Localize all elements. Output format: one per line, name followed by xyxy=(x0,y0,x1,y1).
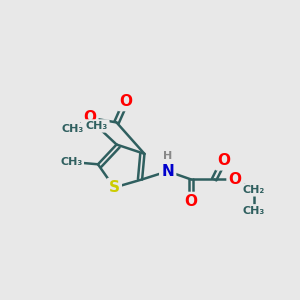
Text: O: O xyxy=(229,172,242,187)
Text: CH₃: CH₃ xyxy=(243,206,265,216)
Text: CH₃: CH₃ xyxy=(61,124,83,134)
Text: CH₃: CH₃ xyxy=(86,121,108,131)
Text: N: N xyxy=(161,164,174,179)
Text: S: S xyxy=(109,180,120,195)
Text: O: O xyxy=(119,94,132,109)
Text: CH₂: CH₂ xyxy=(243,185,265,195)
Text: O: O xyxy=(83,110,96,125)
Text: CH₃: CH₃ xyxy=(60,157,82,167)
Text: O: O xyxy=(217,153,230,168)
Text: O: O xyxy=(184,194,197,209)
Text: H: H xyxy=(163,151,172,161)
